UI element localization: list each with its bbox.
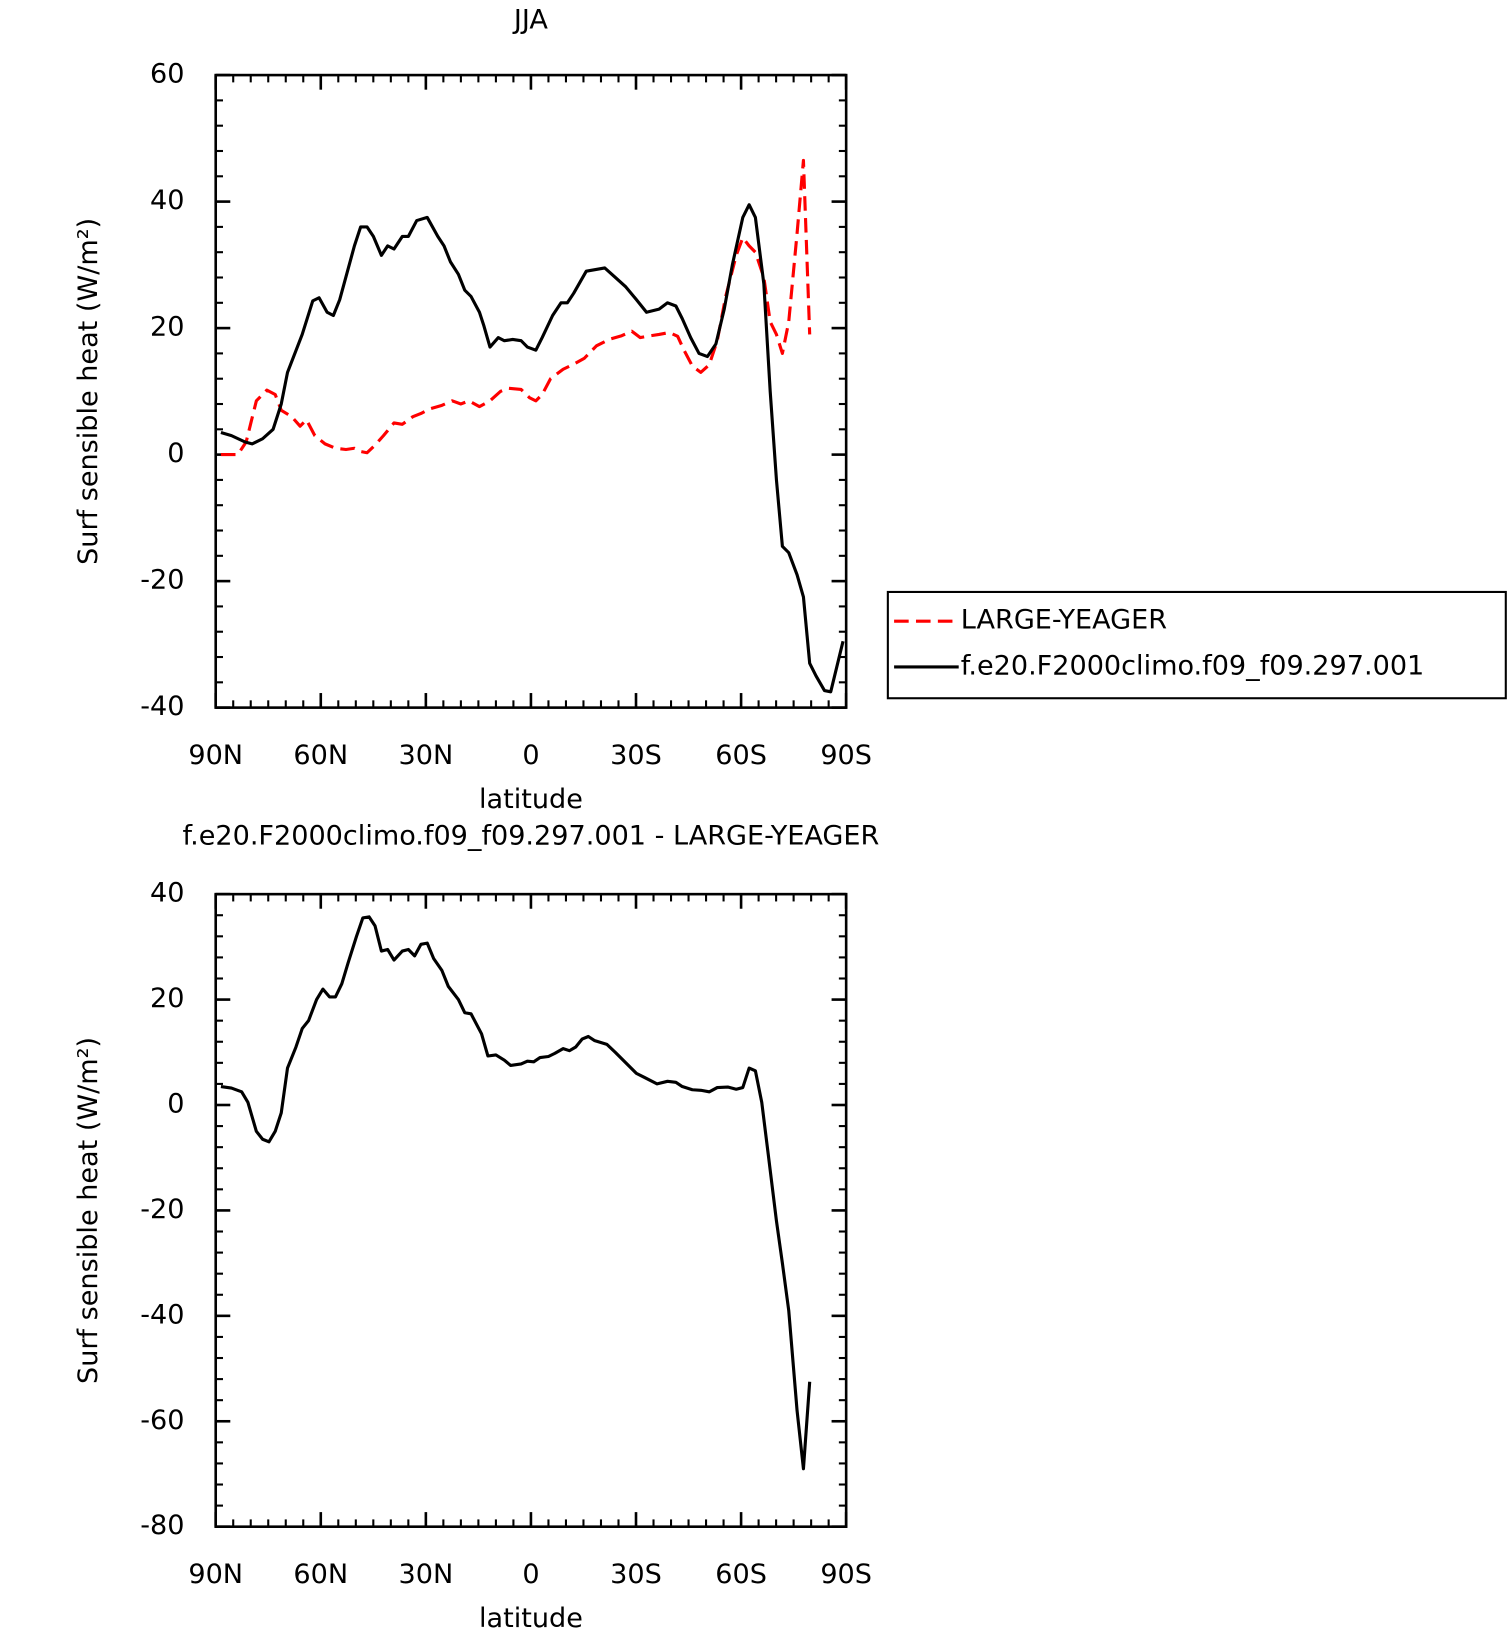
plot-frame [214,73,848,709]
x-tick-label: 60S [715,1559,767,1590]
data-line [220,203,845,694]
x-tick-label: 90S [820,740,872,771]
y-axis-label: Surf sensible heat (W/m²) [73,1037,104,1384]
x-axis-label: latitude [479,1603,583,1632]
x-tick-label: 90N [188,1559,243,1590]
x-tick-label: 60N [293,1559,348,1590]
chart-title: f.e20.F2000climo.f09_f09.297.001 - LARGE… [183,820,880,851]
y-tick-label: -20 [140,1194,184,1225]
x-tick-label: 30N [398,740,453,771]
y-tick-label: -40 [140,1299,184,1330]
y-tick-label: -60 [140,1405,184,1436]
y-axis-label: Surf sensible heat (W/m²) [73,218,104,565]
y-tick-label: -40 [140,691,184,722]
y-tick-label: 0 [167,438,184,469]
legend-label: f.e20.F2000climo.f09_f09.297.001 [961,650,1425,681]
y-tick-label: 20 [150,312,184,343]
legend-label: LARGE-YEAGER [961,605,1167,636]
x-tick-label: 90N [188,740,243,771]
x-tick-label: 30S [610,1559,662,1590]
x-tick-label: 0 [522,1559,539,1590]
y-tick-label: -20 [140,565,184,596]
y-tick-label: 20 [150,983,184,1014]
x-tick-label: 30N [398,1559,453,1590]
y-tick-label: -80 [140,1510,184,1541]
y-tick-label: 40 [150,878,184,909]
chart-title: JJA [512,4,548,35]
x-tick-label: 90S [820,1559,872,1590]
data-line [220,158,812,457]
plot-frame [214,892,848,1528]
x-tick-label: 60S [715,740,767,771]
y-tick-label: 60 [150,59,184,90]
y-tick-label: 0 [167,1089,184,1120]
x-axis-label: latitude [479,784,583,815]
x-tick-label: 30S [610,740,662,771]
data-line [220,915,812,1471]
x-tick-label: 0 [522,740,539,771]
x-tick-label: 60N [293,740,348,771]
y-tick-label: 40 [150,185,184,216]
legend-box [886,590,1507,700]
